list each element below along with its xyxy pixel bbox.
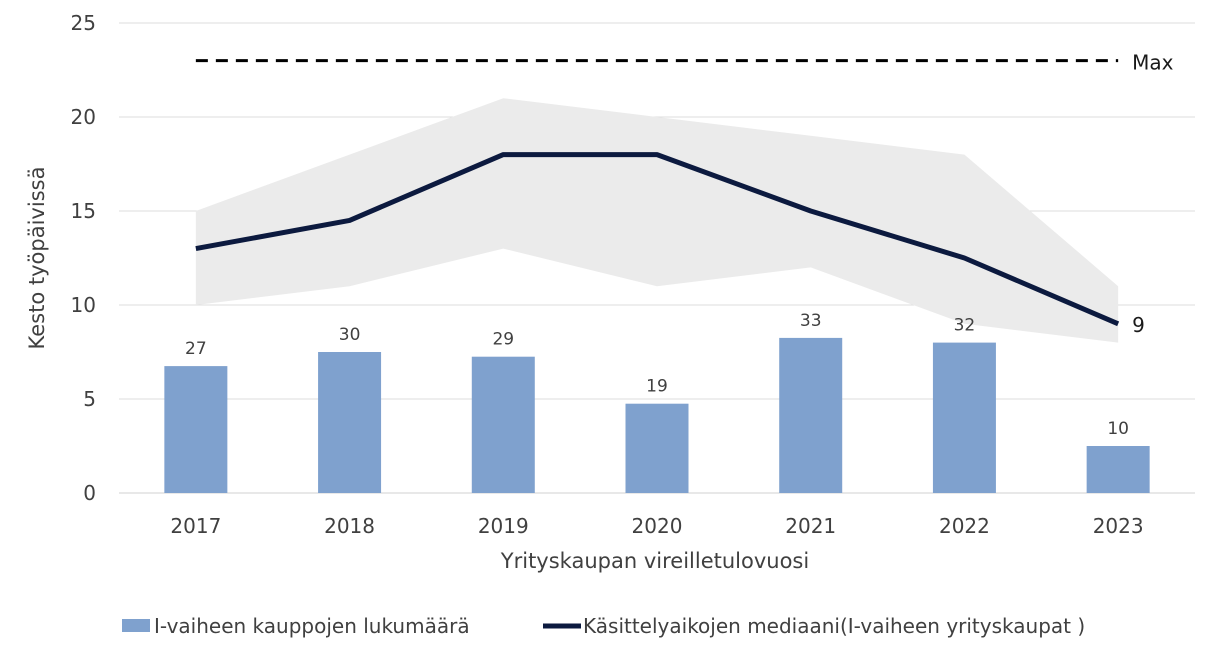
x-tick-label: 2017 (170, 514, 221, 538)
median-line (195, 152, 1120, 327)
y-tick-label: 15 (71, 199, 96, 223)
bar-label-2020: 19 (646, 377, 668, 397)
max-label: Max (1132, 51, 1174, 75)
x-tick-labels: 2017 2018 2019 2020 2021 2022 2023 (170, 514, 1143, 538)
y-tick-label: 0 (83, 481, 96, 505)
bar-label-2019: 29 (492, 330, 514, 350)
x-tick-label: 2022 (939, 514, 990, 538)
bar-2022 (932, 342, 996, 493)
legend: I-vaiheen kauppojen lukumäärä Käsittelya… (122, 614, 1085, 638)
legend-line-label: Käsittelyaikojen mediaani(I-vaiheen yrit… (583, 614, 1085, 638)
y-axis-title: Kesto työpäivissä (25, 167, 49, 350)
bar-2017 (164, 366, 228, 493)
bar-label-2023: 10 (1107, 419, 1129, 439)
range-band (195, 98, 1119, 343)
x-tick-label: 2021 (785, 514, 836, 538)
bar-2020 (625, 403, 689, 493)
x-tick-label: 2018 (324, 514, 375, 538)
bar-label-2022: 32 (954, 316, 976, 336)
x-tick-label: 2023 (1093, 514, 1144, 538)
y-tick-labels: 0 5 10 15 20 25 (71, 11, 96, 505)
legend-bar-swatch (122, 619, 150, 632)
bar-2019 (471, 356, 535, 493)
x-tick-label: 2020 (632, 514, 683, 538)
bar-2018 (318, 352, 382, 493)
y-tick-label: 25 (71, 11, 96, 35)
legend-bar-label: I-vaiheen kauppojen lukumäärä (154, 614, 470, 638)
bar-2021 (779, 337, 843, 493)
x-axis-title: Yrityskaupan vireilletulovuosi (500, 549, 809, 573)
bar-data-labels: 27 30 29 19 33 32 10 (185, 311, 1129, 439)
y-tick-label: 10 (71, 293, 96, 317)
bar-2023 (1086, 446, 1150, 493)
bar-series (164, 337, 1150, 493)
y-tick-label: 20 (71, 105, 96, 129)
bar-label-2021: 33 (800, 311, 822, 331)
median-end-label: 9 (1132, 313, 1145, 337)
y-tick-label: 5 (83, 387, 96, 411)
bar-label-2018: 30 (339, 325, 361, 345)
x-tick-label: 2019 (478, 514, 529, 538)
bar-label-2017: 27 (185, 339, 207, 359)
